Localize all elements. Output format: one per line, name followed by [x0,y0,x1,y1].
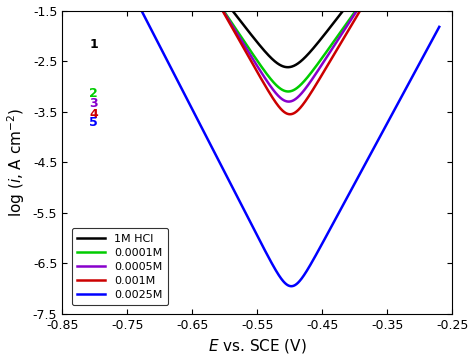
0.0005M [437,8,442,13]
0.0001M [285,89,291,93]
0.001M [437,8,442,13]
0.001M [296,107,301,112]
X-axis label: $\it{E}$ vs. SCE (V): $\it{E}$ vs. SCE (V) [208,338,307,356]
0.0025M [437,25,442,29]
0.0001M [219,8,225,13]
Y-axis label: log ($\it{i}$, A cm$^{-2}$): log ($\it{i}$, A cm$^{-2}$) [6,108,27,217]
0.0001M [374,8,380,13]
0.0025M [314,252,319,256]
0.0001M [437,8,442,13]
0.0025M [374,140,380,144]
0.0005M [149,8,155,13]
0.0005M [296,94,301,99]
1M HCl [374,8,380,13]
Text: 3: 3 [90,97,98,110]
0.0001M [149,8,155,13]
Text: 5: 5 [90,116,98,129]
1M HCl [85,8,91,13]
1M HCl [285,65,291,69]
0.0001M [347,16,353,21]
0.001M [314,82,319,86]
Line: 1M HCl: 1M HCl [88,10,439,67]
Text: 2: 2 [90,87,98,100]
0.0005M [374,8,380,13]
Line: 0.001M: 0.001M [88,10,439,114]
0.001M [219,8,225,13]
Line: 0.0005M: 0.0005M [88,10,439,101]
0.0025M [289,284,294,288]
0.0025M [85,8,91,13]
0.0005M [347,18,353,23]
0.0025M [296,280,301,284]
0.0005M [286,99,292,104]
0.0001M [296,84,301,89]
1M HCl [219,8,225,13]
1M HCl [347,8,353,13]
0.001M [85,8,91,13]
0.0001M [314,63,319,68]
0.0025M [149,29,155,33]
0.0005M [314,70,319,75]
1M HCl [149,8,155,13]
Line: 0.0025M: 0.0025M [88,10,439,286]
Text: 4: 4 [90,108,98,121]
0.0001M [85,8,91,13]
0.001M [149,8,155,13]
0.001M [347,25,353,29]
0.001M [287,112,293,116]
0.001M [374,8,380,13]
0.0025M [219,166,225,170]
0.0005M [85,8,91,13]
0.0005M [219,8,225,13]
Line: 0.0001M: 0.0001M [88,10,439,91]
Legend: 1M HCl, 0.0001M, 0.0005M, 0.001M, 0.0025M: 1M HCl, 0.0001M, 0.0005M, 0.001M, 0.0025… [72,228,168,305]
1M HCl [296,61,301,65]
Text: 1: 1 [90,39,98,52]
0.0025M [347,190,353,194]
1M HCl [314,42,319,47]
1M HCl [437,8,442,13]
